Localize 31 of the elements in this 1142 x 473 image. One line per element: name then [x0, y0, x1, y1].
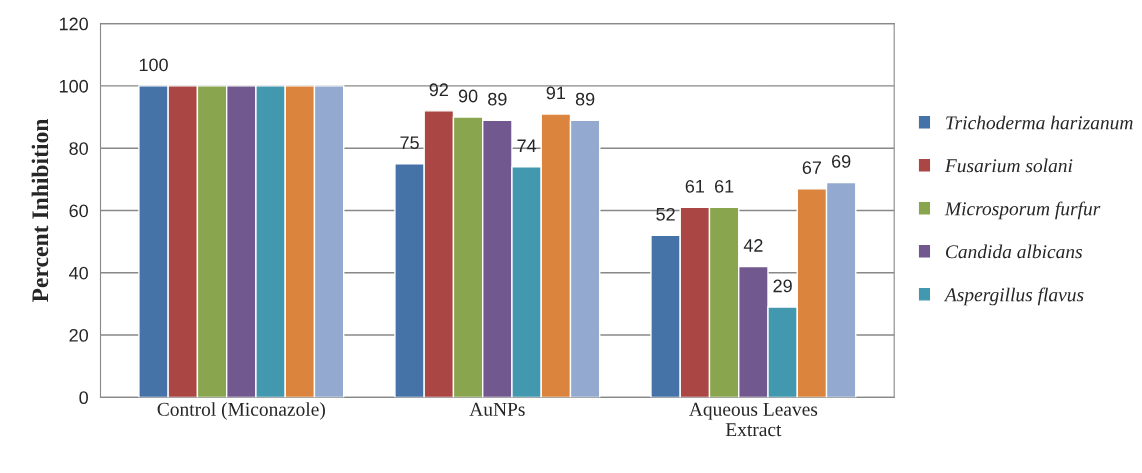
data-label: 69	[832, 154, 851, 168]
data-label: 67	[802, 161, 822, 175]
y-tick-label: 60	[69, 204, 88, 218]
y-tick-label: 120	[59, 17, 88, 31]
legend-label: Microsporum furfur	[944, 201, 1101, 220]
y-tick-label: 0	[79, 391, 88, 405]
x-tick-label: Control (Miconazole)	[157, 402, 325, 420]
data-label: 92	[429, 83, 448, 97]
y-tick-label: 100	[59, 79, 88, 93]
y-tick-label: 20	[69, 328, 88, 342]
data-label: 90	[458, 89, 478, 103]
y-tick-label: 80	[69, 142, 88, 155]
data-label: 29	[773, 279, 792, 293]
x-tick-label: AuNPs	[469, 402, 525, 416]
legend-label: Aspergillus flavus	[943, 287, 1084, 306]
data-label: 52	[656, 207, 675, 221]
y-axis-title: Percent Inhibition	[31, 118, 49, 303]
data-label: 61	[714, 179, 734, 193]
data-label: 75	[400, 136, 419, 150]
legend-label: Candida albicans	[945, 244, 1083, 259]
data-label: 89	[488, 92, 507, 106]
data-label: 100	[139, 58, 168, 72]
data-label: 74	[517, 139, 537, 153]
data-label: 91	[546, 86, 566, 100]
data-label: 89	[575, 92, 595, 106]
data-label: 42	[743, 239, 763, 252]
legend-label: Trichoderma harizanum	[946, 115, 1133, 130]
x-tick-label: Aqueous Leaves Extract	[689, 402, 818, 437]
y-tick-label: 40	[69, 266, 88, 280]
legend-label: Fusarium solani	[944, 158, 1073, 173]
data-label: 61	[685, 179, 705, 193]
